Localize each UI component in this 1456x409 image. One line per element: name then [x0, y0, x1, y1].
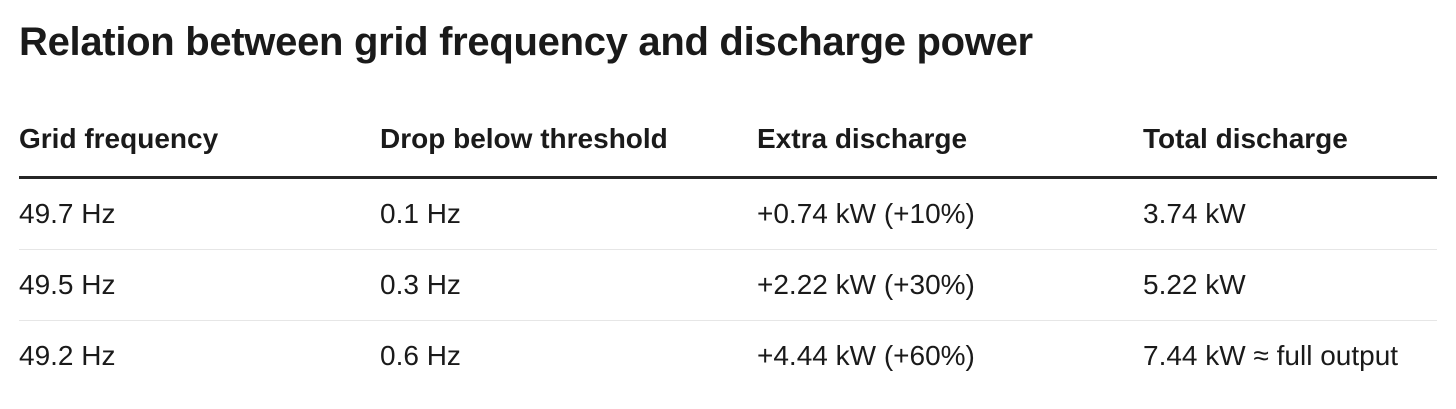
column-header-grid-frequency: Grid frequency [19, 122, 380, 179]
article-section: Relation between grid frequency and disc… [0, 18, 1456, 391]
cell-grid-frequency: 49.7 Hz [19, 177, 380, 250]
table-header-row: Grid frequency Drop below threshold Extr… [19, 122, 1437, 179]
frequency-discharge-table: Grid frequency Drop below threshold Extr… [19, 122, 1437, 391]
cell-total-discharge: 5.22 kW [1143, 249, 1437, 321]
cell-drop-below-threshold: 0.3 Hz [380, 249, 757, 321]
section-title: Relation between grid frequency and disc… [19, 20, 1033, 64]
table-row: 49.7 Hz 0.1 Hz +0.74 kW (+10%) 3.74 kW [19, 177, 1437, 250]
column-header-drop-below-threshold: Drop below threshold [380, 122, 757, 179]
table-row: 49.5 Hz 0.3 Hz +2.22 kW (+30%) 5.22 kW [19, 249, 1437, 321]
column-header-total-discharge: Total discharge [1143, 122, 1437, 179]
cell-grid-frequency: 49.5 Hz [19, 249, 380, 321]
cell-extra-discharge: +2.22 kW (+30%) [757, 249, 1143, 321]
cell-total-discharge: 7.44 kW ≈ full output [1143, 340, 1399, 371]
table-row: 49.2 Hz 0.6 Hz +4.44 kW (+60%) 7.44 kW ≈… [19, 321, 1437, 392]
cell-total-discharge: 3.74 kW [1143, 177, 1437, 250]
column-header-extra-discharge: Extra discharge [757, 122, 1143, 179]
cell-drop-below-threshold: 0.6 Hz [380, 340, 461, 371]
cell-extra-discharge: +0.74 kW (+10%) [757, 177, 1143, 250]
cell-grid-frequency: 49.2 Hz [19, 340, 116, 371]
cell-drop-below-threshold: 0.1 Hz [380, 177, 757, 250]
cell-extra-discharge: +4.44 kW (+60%) [757, 340, 975, 371]
